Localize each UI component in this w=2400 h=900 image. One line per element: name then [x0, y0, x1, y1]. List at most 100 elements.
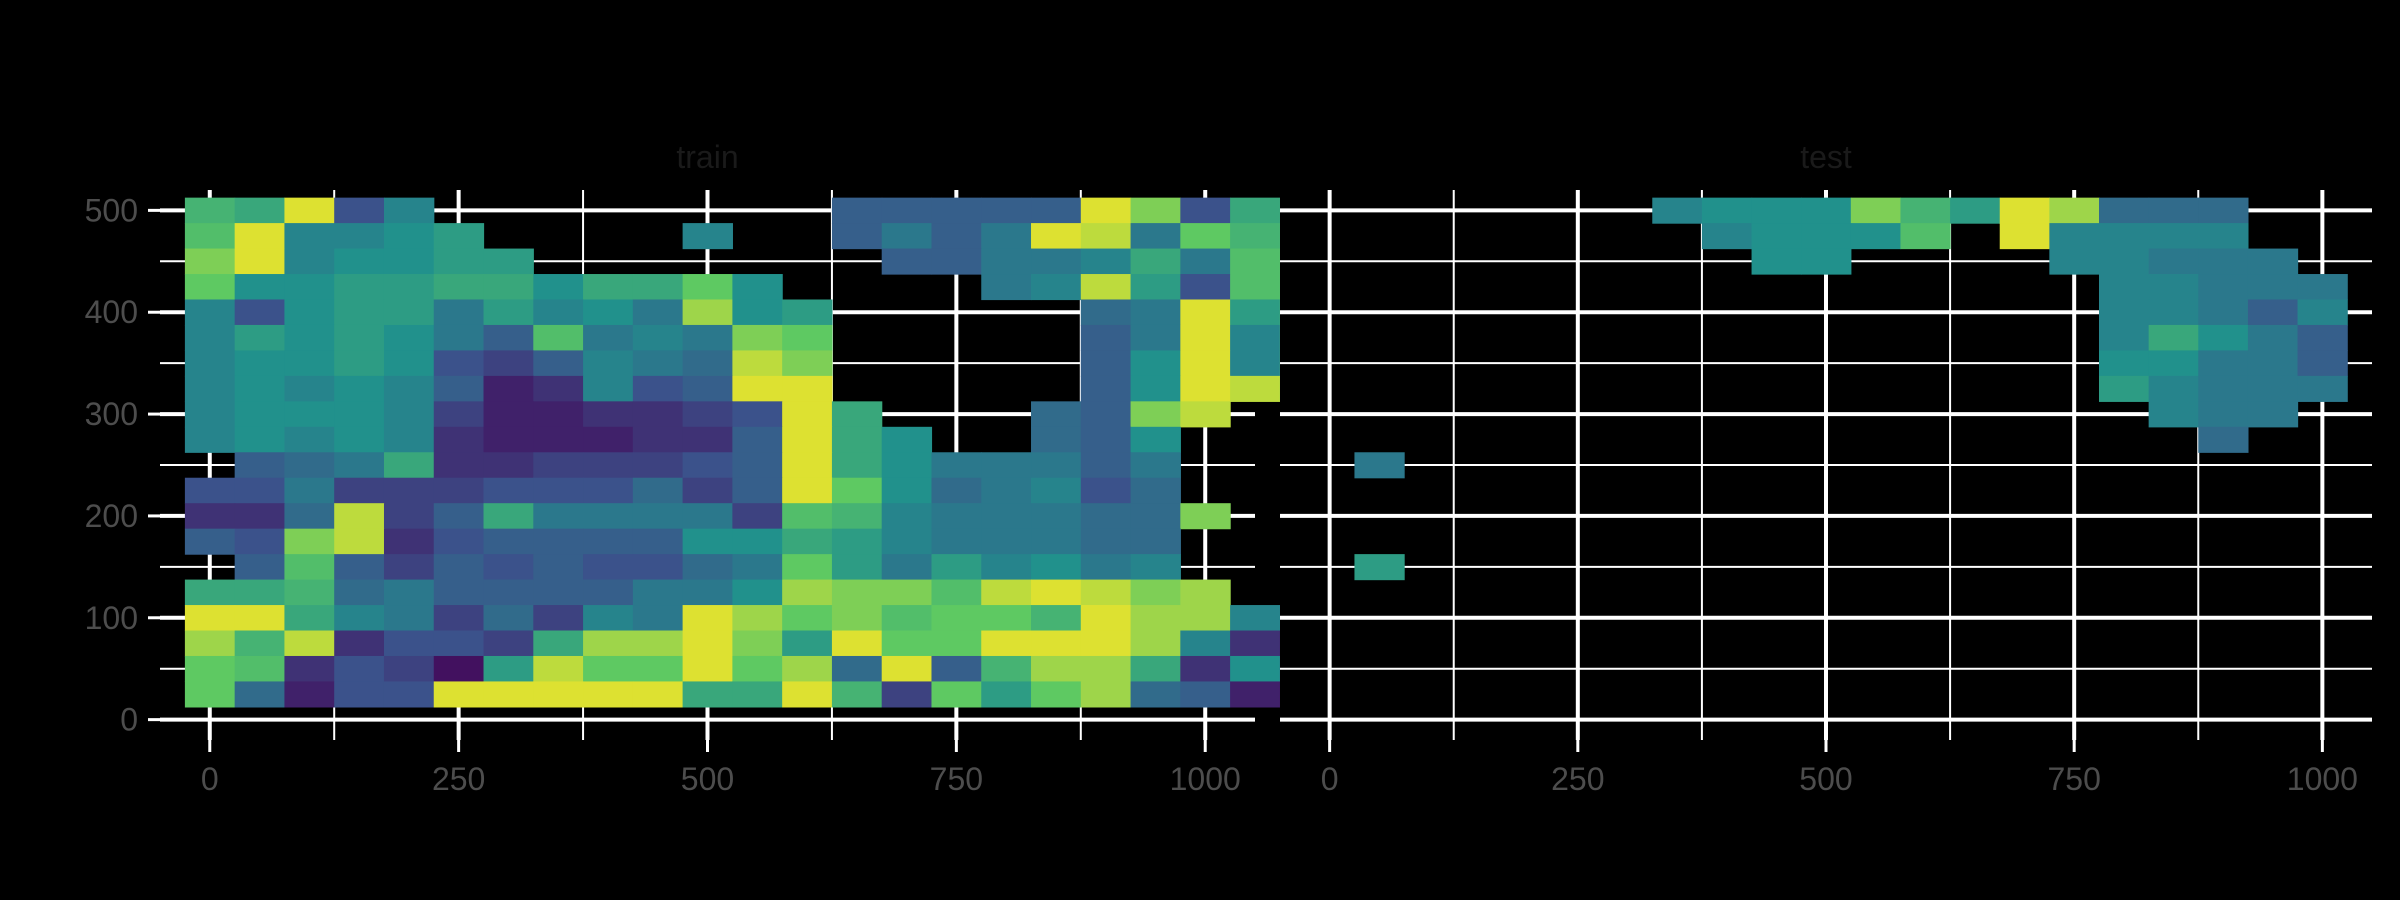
heatmap-cell [1130, 299, 1181, 326]
heatmap-cell [1130, 324, 1181, 352]
heatmap-cell [184, 197, 236, 224]
heatmap-cell [1751, 248, 1802, 275]
heatmap-cell [483, 605, 534, 632]
heatmap-cell [2148, 375, 2199, 402]
heatmap-cell [782, 528, 833, 555]
heatmap-cell [284, 426, 335, 453]
heatmap-cell [533, 630, 584, 657]
heatmap-cell [184, 426, 236, 453]
heatmap-cell [234, 274, 286, 301]
y-tick-label: 0 [120, 702, 138, 738]
heatmap-cell [583, 528, 634, 555]
heatmap-cell [2198, 401, 2249, 428]
heatmap-cell [583, 554, 634, 581]
heatmap-cell [184, 503, 236, 530]
heatmap-cell [533, 477, 584, 504]
x-tick-label: 250 [1551, 761, 1604, 797]
heatmap-cell [682, 503, 733, 530]
heatmap-cell [1080, 375, 1132, 402]
heatmap-cell [334, 426, 385, 453]
heatmap-cell [1180, 681, 1231, 708]
heatmap-cell [1850, 223, 1902, 250]
heatmap-cell [881, 503, 933, 530]
heatmap-cell [1751, 223, 1802, 250]
heatmap-cell [1230, 375, 1281, 402]
heatmap-cell [931, 605, 982, 632]
heatmap-cell [1230, 350, 1281, 377]
heatmap-cell [1801, 197, 1852, 224]
heatmap-cell [284, 605, 335, 632]
heatmap-cell [782, 554, 833, 581]
heatmap-cell [831, 401, 883, 428]
heatmap-cell [881, 655, 933, 683]
heatmap-cell [234, 426, 286, 453]
heatmap-cell [682, 375, 733, 402]
heatmap-cell [981, 274, 1032, 301]
heatmap-cell [234, 655, 286, 683]
heatmap-cell [1180, 274, 1231, 301]
heatmap-cell [2099, 248, 2150, 275]
heatmap-cell [632, 426, 684, 453]
heatmap-cell [284, 503, 335, 530]
heatmap-cell [831, 554, 883, 581]
heatmap-cell [1080, 324, 1132, 352]
heatmap-cell [1031, 426, 1082, 453]
heatmap-cell [234, 197, 286, 224]
heatmap-cell [2297, 299, 2348, 326]
heatmap-cell [1130, 375, 1181, 402]
heatmap-cell [931, 477, 982, 504]
heatmap-cell [981, 197, 1032, 224]
x-tick-label: 0 [1321, 761, 1339, 797]
heatmap-cell [433, 681, 485, 708]
heatmap-cell [334, 350, 385, 377]
heatmap-cell [1130, 554, 1181, 581]
heatmap-cell [931, 223, 982, 250]
heatmap-cell [682, 350, 733, 377]
heatmap-cell [383, 324, 435, 352]
heatmap-cell [433, 452, 485, 479]
heatmap-cell [981, 605, 1032, 632]
heatmap-cell [1230, 248, 1281, 275]
heatmap-cell [533, 452, 584, 479]
heatmap-cell [831, 426, 883, 453]
heatmap-cell [383, 630, 435, 657]
x-tick-label: 0 [201, 761, 219, 797]
heatmap-cell [184, 579, 236, 606]
facet-label-test: test [1800, 139, 1852, 175]
heatmap-cell [234, 528, 286, 555]
heatmap-cell [981, 655, 1032, 683]
heatmap-cell [732, 274, 783, 301]
heatmap-cell [1230, 223, 1281, 250]
heatmap-cell [632, 605, 684, 632]
heatmap-cell [1701, 223, 1753, 250]
heatmap-cell [2148, 248, 2199, 275]
heatmap-cell [2099, 350, 2150, 377]
heatmap-cell [1751, 197, 1802, 224]
heatmap-cell [284, 350, 335, 377]
heatmap-cell [782, 299, 833, 326]
heatmap-cell [334, 375, 385, 402]
heatmap-cell [533, 401, 584, 428]
heatmap-cell [234, 477, 286, 504]
heatmap-cell [483, 681, 534, 708]
heatmap-cell [1230, 324, 1281, 352]
heatmap-cell [2247, 350, 2299, 377]
heatmap-cell [1031, 248, 1082, 275]
heatmap-cell [383, 350, 435, 377]
heatmap-cell [383, 248, 435, 275]
heatmap-cell [2297, 324, 2348, 352]
heatmap-cell [732, 324, 783, 352]
heatmap-cell [831, 605, 883, 632]
y-tick-label: 100 [85, 600, 138, 636]
heatmap-cell [583, 324, 634, 352]
x-tick-label: 500 [1799, 761, 1852, 797]
heatmap-cell [284, 324, 335, 352]
heatmap-cell [234, 324, 286, 352]
heatmap-cell [334, 579, 385, 606]
heatmap-cell [284, 401, 335, 428]
heatmap-cell [782, 452, 833, 479]
heatmap-cell [1701, 197, 1753, 224]
heatmap-cell [334, 503, 385, 530]
heatmap-cell [782, 655, 833, 683]
